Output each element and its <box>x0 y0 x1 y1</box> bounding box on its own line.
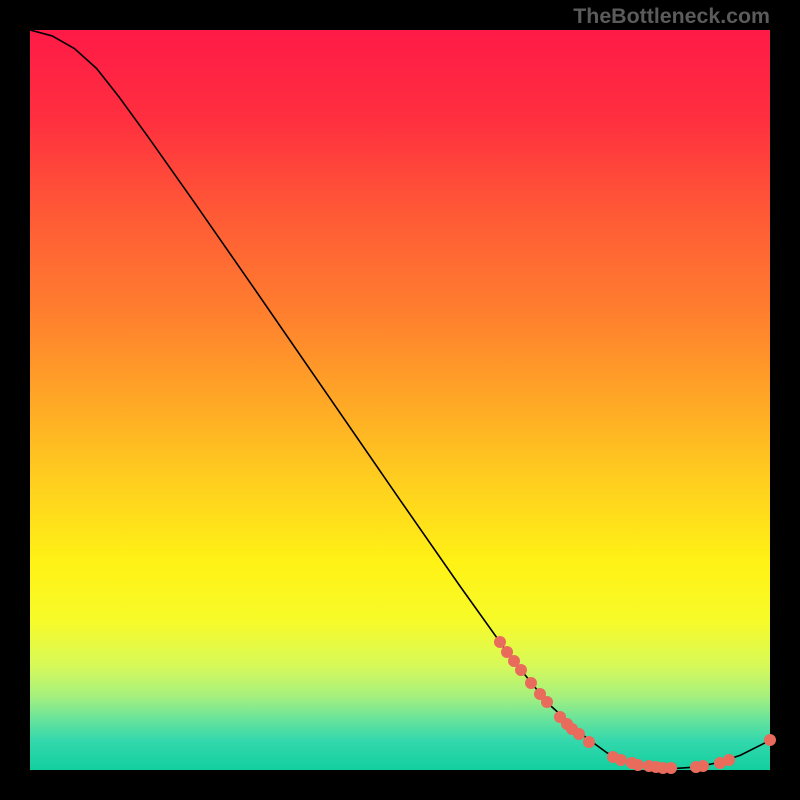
data-marker <box>764 734 776 746</box>
chart-svg <box>30 30 770 770</box>
data-marker <box>697 760 709 772</box>
watermark-text: TheBottleneck.com <box>573 4 770 29</box>
chart-container: TheBottleneck.com <box>0 0 800 800</box>
data-marker <box>525 677 537 689</box>
gradient-background <box>30 30 770 770</box>
data-marker <box>541 696 553 708</box>
data-marker <box>583 736 595 748</box>
plot-area <box>30 30 770 770</box>
data-marker <box>723 754 735 766</box>
data-marker <box>665 762 677 774</box>
data-marker <box>515 664 527 676</box>
data-marker <box>615 754 627 766</box>
